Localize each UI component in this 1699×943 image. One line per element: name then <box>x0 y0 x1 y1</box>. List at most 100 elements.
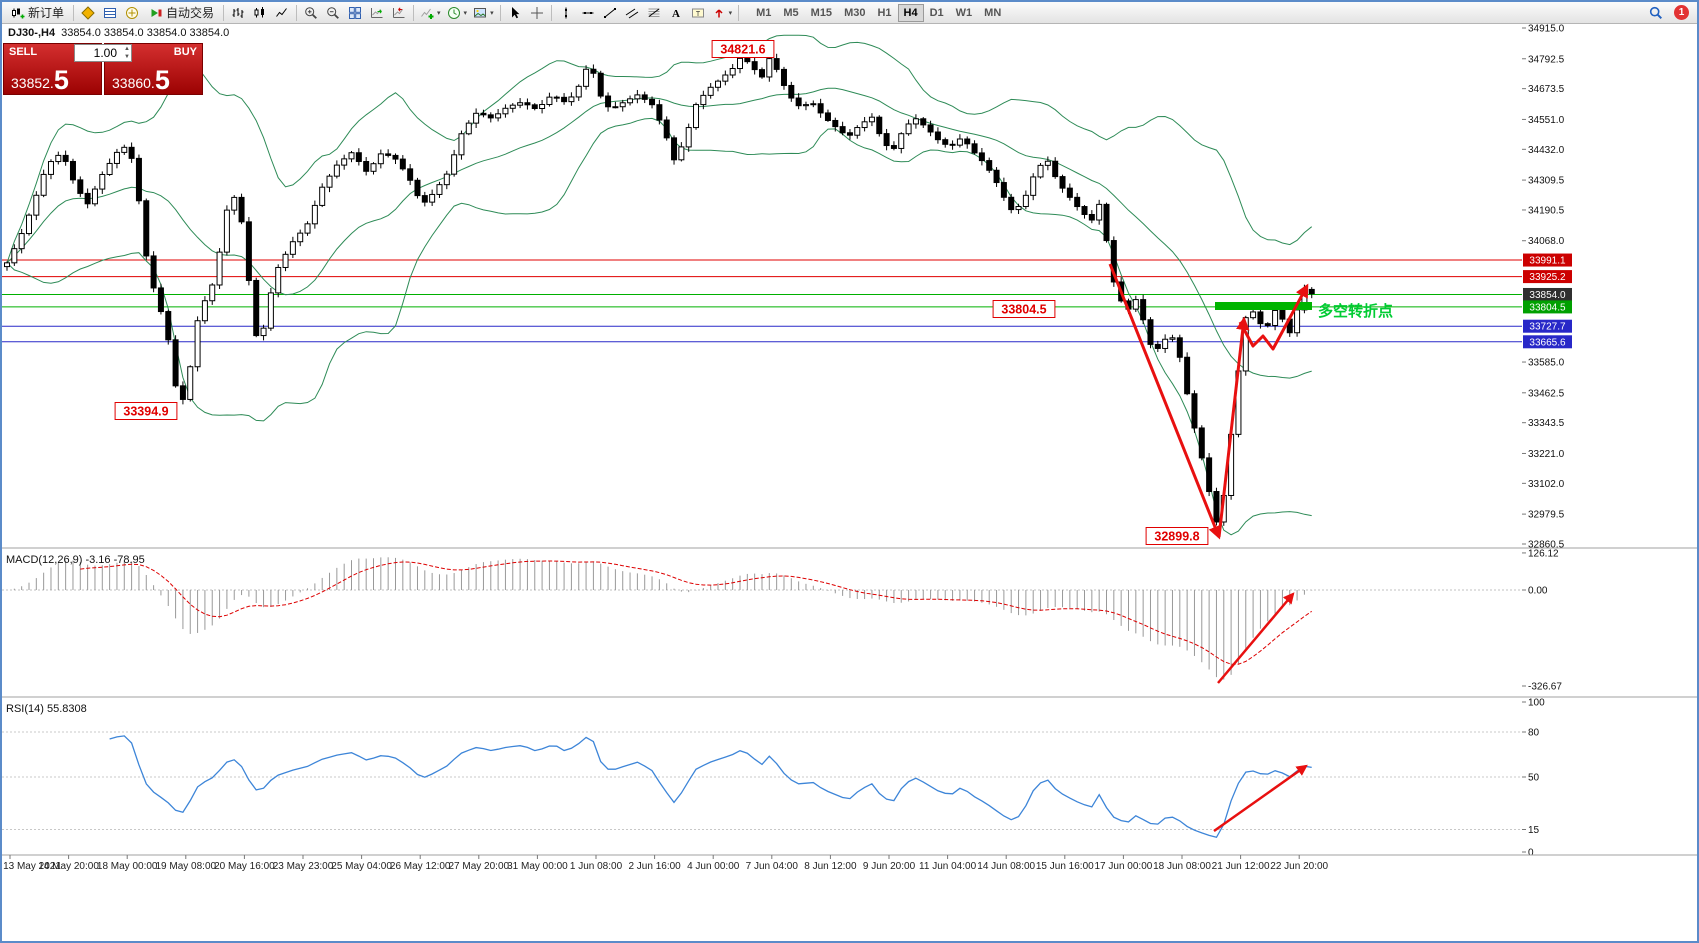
channel-icon <box>625 8 638 18</box>
macd-axis-tick: 0.00 <box>1528 586 1548 597</box>
trend-arrow[interactable] <box>1108 263 1222 540</box>
price-axis-tick: 32979.5 <box>1528 510 1565 521</box>
cursor-button[interactable] <box>504 3 526 23</box>
rsi-axis-tick: 15 <box>1528 825 1540 836</box>
toolbar-right-group: 1 <box>1645 3 1694 23</box>
chart-shift-button[interactable] <box>388 3 410 23</box>
volume-input[interactable]: 1.00 ▲ ▼ <box>74 44 132 62</box>
timeframe-mn-button[interactable]: MN <box>978 4 1007 22</box>
autoscroll-icon <box>371 7 383 18</box>
dropdown-arrow-icon: ▾ <box>437 9 441 17</box>
time-axis-label: 18 Jun 08:00 <box>1153 861 1211 872</box>
hline-icon <box>582 11 594 14</box>
trendline-button[interactable] <box>599 3 621 23</box>
timeframe-h4-button[interactable]: H4 <box>897 3 924 22</box>
shift-icon <box>393 6 405 18</box>
templates-icon <box>474 7 487 17</box>
marketwatch-button[interactable] <box>77 3 99 23</box>
price-badge-text: 33991.1 <box>1529 256 1566 267</box>
price-annotation-box[interactable] <box>992 300 1056 318</box>
price-annotation-box[interactable] <box>711 40 775 58</box>
chart-background <box>2 24 1697 941</box>
notification-badge[interactable]: 1 <box>1674 5 1689 20</box>
price-chart[interactable]: 34821.6 33804.5 33394.9 32899.8 多空转折点 34915.0… <box>2 24 1697 941</box>
candlestick-chart-button[interactable] <box>249 3 271 23</box>
price-axis[interactable]: 34915.0 34792.5 34673.5 34551.0 34432.0 34309… <box>1522 24 1572 859</box>
text-button[interactable]: A <box>665 3 687 23</box>
linechart-icon <box>276 7 287 17</box>
trend-arrow[interactable] <box>1238 283 1309 351</box>
price-axis-tick: 34068.0 <box>1528 236 1565 247</box>
symbol-name: DJ30-,H4 <box>8 27 56 39</box>
rsi-arrow[interactable] <box>1213 764 1308 833</box>
data-window-button[interactable] <box>99 3 121 23</box>
timeframe-m15-button[interactable]: M15 <box>805 4 838 22</box>
tile-windows-button[interactable] <box>344 3 366 23</box>
new-order-button[interactable]: 新订单 <box>5 3 70 23</box>
fibonacci-icon <box>648 8 660 17</box>
zoom-in-button[interactable] <box>300 3 322 23</box>
timeframe-toolbar: M1 M5 M15 M30 H1 H4 D1 W1 MN <box>750 3 1007 22</box>
toolbar-separator <box>413 4 415 21</box>
timeframe-d1-button[interactable]: D1 <box>924 4 950 22</box>
navigator-button[interactable] <box>121 3 143 23</box>
periods-button[interactable]: ▾ <box>444 3 471 23</box>
macd-arrow[interactable] <box>1217 592 1295 684</box>
autotrading-button[interactable]: 自动交易 <box>143 3 220 23</box>
rsi-axis-tick: 50 <box>1528 773 1540 784</box>
arrows-button[interactable]: ▾ <box>709 3 736 23</box>
bar-chart-button[interactable] <box>227 3 249 23</box>
time-axis-label: 2 Jun 16:00 <box>628 861 681 872</box>
timeframe-m30-button[interactable]: M30 <box>838 4 871 22</box>
price-annotation-text: 33394.9 <box>123 405 168 419</box>
candles-icon <box>254 6 265 17</box>
timeframe-m5-button[interactable]: M5 <box>777 4 804 22</box>
label-button[interactable]: T <box>687 3 709 23</box>
time-axis-label: 22 Jun 20:00 <box>1270 861 1328 872</box>
time-axis-label: 4 Jun 00:00 <box>687 861 740 872</box>
timeframe-m1-button[interactable]: M1 <box>750 4 777 22</box>
vertical-line-button[interactable] <box>555 3 577 23</box>
autotrading-button-label: 自动交易 <box>166 6 215 20</box>
indicators-button[interactable]: ▾ <box>417 3 444 23</box>
macd-indicator-label: MACD(12,26,9) -3.16 -78.95 <box>6 554 145 566</box>
symbol-header: DJ30-,H4 33854.0 33854.0 33854.0 33854.0 <box>8 27 229 39</box>
zoom-out-button[interactable] <box>322 3 344 23</box>
time-axis-label: 20 May 16:00 <box>214 861 275 872</box>
macd-panel <box>2 557 1522 680</box>
crosshair-button[interactable] <box>526 3 548 23</box>
volume-down-button[interactable]: ▼ <box>124 54 130 60</box>
price-badge-text: 33665.6 <box>1529 337 1566 348</box>
chart-window[interactable]: 34821.6 33804.5 33394.9 32899.8 多空转折点 34915.0… <box>2 24 1697 941</box>
time-axis-label: 23 May 23:00 <box>273 861 334 872</box>
price-badge <box>1523 287 1572 301</box>
auto-scroll-button[interactable] <box>366 3 388 23</box>
volume-up-button[interactable]: ▲ <box>124 46 130 52</box>
price-axis-tick: 34673.5 <box>1528 84 1565 95</box>
rsi-axis-tick: 100 <box>1528 698 1545 709</box>
templates-button[interactable]: ▾ <box>470 3 497 23</box>
rsi-indicator-label: RSI(14) 55.8308 <box>6 703 87 715</box>
fibonacci-button[interactable] <box>643 3 665 23</box>
search-button[interactable] <box>1645 3 1667 23</box>
horizontal-line-button[interactable] <box>577 3 599 23</box>
channel-button[interactable] <box>621 3 643 23</box>
time-axis-label: 9 Jun 20:00 <box>863 861 916 872</box>
price-annotation-box[interactable] <box>114 402 178 420</box>
price-annotation-text: 32899.8 <box>1154 530 1199 544</box>
line-chart-button[interactable] <box>271 3 293 23</box>
macd-axis-tick: -326.67 <box>1528 682 1562 693</box>
ohlc-values: 33854.0 33854.0 33854.0 33854.0 <box>61 27 230 39</box>
price-annotation-box[interactable] <box>1145 527 1209 545</box>
trend-arrow[interactable] <box>1217 316 1250 538</box>
price-badge-text: 33854.0 <box>1529 290 1566 301</box>
timeframe-h1-button[interactable]: H1 <box>871 4 897 22</box>
turning-point-zone[interactable] <box>1215 302 1312 310</box>
buy-button[interactable]: BUY 33860. 5 <box>104 43 203 95</box>
toolbar-separator <box>73 4 75 21</box>
periods-icon <box>447 6 460 19</box>
timeframe-w1-button[interactable]: W1 <box>950 4 979 22</box>
price-badge-text: 33804.5 <box>1529 302 1566 313</box>
